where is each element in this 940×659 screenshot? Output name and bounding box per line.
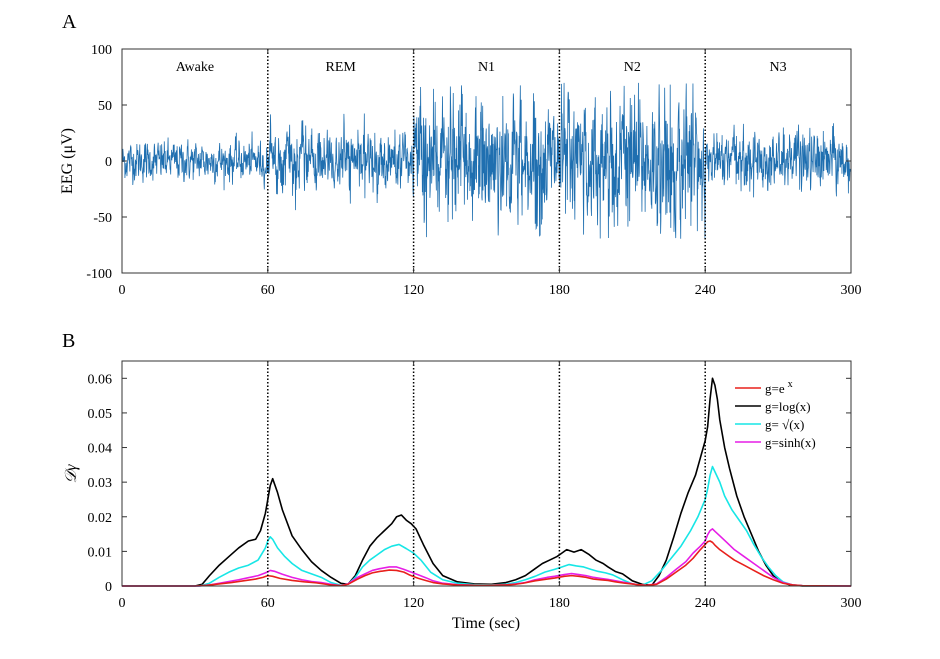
panel-a-y-tick-label: 0	[105, 155, 112, 170]
series-line-3	[122, 528, 852, 587]
panel-a-y-tick-label: -100	[86, 267, 112, 282]
series-line-2	[122, 465, 852, 587]
stage-label-n2: N2	[624, 60, 641, 75]
panel-a-plot-area	[121, 49, 852, 273]
panel-b-y-tick-label: 0	[105, 580, 112, 595]
panel-b: B 0 60 120 180 240 300 00.010.020.030.040.050…	[62, 330, 862, 632]
legend-label-0: g=e x	[765, 379, 793, 396]
panel-b-frame	[121, 360, 852, 587]
panel-a-y-tick-label: -50	[93, 211, 112, 226]
eeg-series-line	[121, 82, 852, 239]
panel-b-x-tick-label: 300	[841, 596, 862, 611]
panel-a-x-tick-label: 300	[841, 283, 862, 298]
stage-label-n3: N3	[770, 60, 787, 75]
legend-label-2: g= √(x)	[765, 417, 804, 432]
panel-b-plot-area	[122, 361, 852, 587]
panel-a-x-tick-label: 0	[119, 283, 126, 298]
panel-b-y-tick-label: 0.03	[88, 476, 113, 491]
panel-a-stage-labels: Awake REM N1 N2 N3	[176, 60, 787, 75]
series-line-0	[122, 540, 852, 587]
panel-a-x-ticks: 0 60 120 180 240 300	[119, 49, 862, 298]
panel-b-y-tick-label: 0.04	[88, 442, 113, 457]
panel-a-x-tick-label: 240	[695, 283, 716, 298]
panel-a-x-tick-label: 180	[549, 283, 570, 298]
panel-b-x-tick-label: 120	[403, 596, 424, 611]
series-line-1	[122, 377, 851, 587]
panel-b-legend: g=e x g=log(x) g= √(x) g=sinh(x)	[735, 379, 816, 450]
panel-a-y-ticks: -100 -50 0 50 100	[86, 43, 851, 282]
panel-a-x-tick-label: 60	[261, 283, 275, 298]
stage-label-rem: REM	[326, 60, 357, 75]
legend-label-1: g=log(x)	[765, 399, 811, 414]
stage-label-awake: Awake	[176, 60, 214, 75]
panel-a: A 0 60 120 180 240 300 -100 -50 0 50 100 Awake REM…	[59, 11, 862, 298]
panel-b-y-ticks: 0 0.01 0.02 0.03 0.04 0.05 0.06	[88, 372, 851, 595]
panel-a-letter: A	[62, 11, 77, 33]
legend-label-sup-0: x	[788, 379, 793, 390]
panel-b-x-tick-label: 180	[549, 596, 570, 611]
panel-b-y-tick-label: 0.06	[88, 372, 113, 387]
panel-b-x-tick-label: 0	[119, 596, 126, 611]
panel-b-x-ticks: 0 60 120 180 240 300	[119, 361, 862, 611]
panel-b-y-tick-label: 0.05	[88, 407, 113, 422]
panel-b-y-tick-label: 0.01	[88, 545, 113, 560]
panel-a-y-label: EEG (μV)	[59, 128, 76, 194]
panel-b-letter: B	[62, 330, 75, 352]
panel-b-y-label: 𝒟γ	[63, 464, 80, 484]
panel-b-x-tick-label: 240	[695, 596, 716, 611]
panel-b-x-tick-label: 60	[261, 596, 275, 611]
panel-a-y-tick-label: 50	[98, 99, 112, 114]
panel-b-y-tick-label: 0.02	[88, 511, 113, 526]
panel-a-x-tick-label: 120	[403, 283, 424, 298]
panel-b-x-label: Time (sec)	[452, 615, 520, 632]
stage-label-n1: N1	[478, 60, 495, 75]
legend-label-3: g=sinh(x)	[765, 435, 816, 450]
panel-a-y-tick-label: 100	[91, 43, 112, 58]
